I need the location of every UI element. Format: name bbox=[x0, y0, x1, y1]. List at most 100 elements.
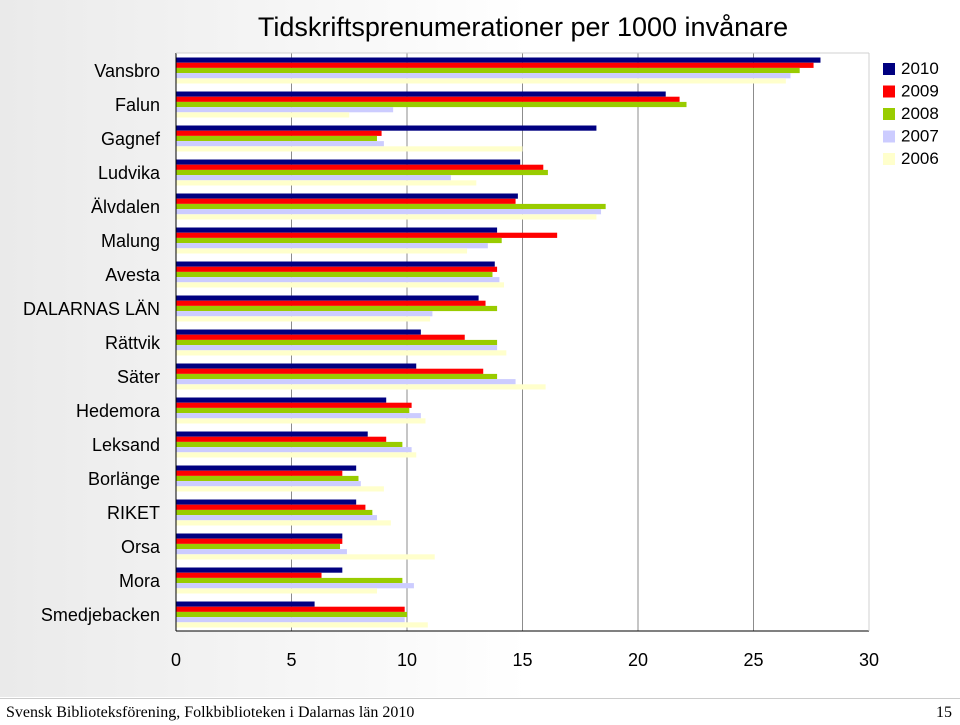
category-label: Ludvika bbox=[98, 163, 161, 183]
bar-dalarnas-län-2006 bbox=[176, 316, 431, 322]
bar-falun-2009 bbox=[176, 96, 680, 102]
bar-ludvika-2006 bbox=[176, 180, 477, 186]
bar-avesta-2007 bbox=[176, 277, 500, 283]
bar-borlänge-2007 bbox=[176, 481, 361, 487]
bar-malung-2007 bbox=[176, 243, 488, 249]
chart-title: Tidskriftsprenumerationer per 1000 invån… bbox=[257, 12, 789, 42]
bar-ludvika-2009 bbox=[176, 164, 544, 170]
bar-gagnef-2007 bbox=[176, 141, 384, 147]
bar-leksand-2007 bbox=[176, 447, 412, 453]
bar-borlänge-2006 bbox=[176, 486, 384, 492]
bar-riket-2010 bbox=[176, 499, 357, 505]
footer-divider bbox=[0, 698, 960, 699]
legend-label: 2008 bbox=[901, 104, 939, 123]
bar-vansbro-2009 bbox=[176, 62, 814, 68]
bar-dalarnas-län-2008 bbox=[176, 305, 498, 312]
bar-malung-2009 bbox=[176, 232, 558, 238]
bar-riket-2009 bbox=[176, 504, 366, 510]
bar-falun-2010 bbox=[176, 91, 666, 97]
category-label: Avesta bbox=[105, 265, 161, 285]
category-label: Vansbro bbox=[94, 61, 160, 81]
bar-vansbro-2008 bbox=[176, 67, 800, 74]
category-label: Säter bbox=[117, 367, 160, 387]
bar-säter-2008 bbox=[176, 373, 498, 380]
bar-ludvika-2008 bbox=[176, 169, 548, 176]
bar-riket-2006 bbox=[176, 520, 391, 526]
bar-vansbro-2007 bbox=[176, 73, 791, 79]
bar-falun-2007 bbox=[176, 107, 394, 113]
bar-smedjebacken-2007 bbox=[176, 617, 405, 623]
category-label: Smedjebacken bbox=[41, 605, 160, 625]
bar-rättvik-2010 bbox=[176, 329, 421, 335]
bar-rättvik-2008 bbox=[176, 339, 498, 346]
category-label: Gagnef bbox=[101, 129, 161, 149]
bar-avesta-2009 bbox=[176, 266, 498, 272]
bar-rättvik-2006 bbox=[176, 350, 507, 356]
bar-hedemora-2008 bbox=[176, 407, 410, 414]
bar-älvdalen-2006 bbox=[176, 214, 597, 220]
bar-dalarnas-län-2009 bbox=[176, 300, 486, 306]
bar-mora-2008 bbox=[176, 577, 403, 584]
x-tick-label: 5 bbox=[286, 650, 296, 670]
bar-riket-2007 bbox=[176, 515, 377, 521]
bar-vansbro-2010 bbox=[176, 57, 821, 63]
category-label: DALARNAS LÄN bbox=[23, 299, 160, 319]
category-label: Hedemora bbox=[76, 401, 161, 421]
x-tick-label: 25 bbox=[743, 650, 763, 670]
legend-swatch-2009 bbox=[883, 85, 895, 98]
bar-dalarnas-län-2007 bbox=[176, 311, 433, 317]
x-tick-label: 30 bbox=[859, 650, 879, 670]
bar-säter-2009 bbox=[176, 368, 484, 374]
bar-gagnef-2006 bbox=[176, 146, 523, 152]
bar-avesta-2006 bbox=[176, 282, 505, 288]
page-number: 15 bbox=[936, 704, 952, 721]
x-tick-label: 15 bbox=[512, 650, 532, 670]
category-label: Mora bbox=[119, 571, 161, 591]
bar-borlänge-2009 bbox=[176, 470, 343, 476]
legend-label: 2010 bbox=[901, 59, 939, 78]
legend-swatch-2006 bbox=[883, 153, 895, 165]
bar-orsa-2009 bbox=[176, 538, 343, 544]
bar-orsa-2006 bbox=[176, 554, 435, 560]
bar-mora-2007 bbox=[176, 583, 414, 589]
bar-borlänge-2008 bbox=[176, 475, 359, 482]
category-label: Orsa bbox=[121, 537, 161, 557]
category-label: RIKET bbox=[107, 503, 160, 523]
bar-rättvik-2009 bbox=[176, 334, 465, 340]
bar-älvdalen-2008 bbox=[176, 203, 606, 210]
bar-orsa-2010 bbox=[176, 533, 343, 539]
bar-chart: Vansbro Falun Gagnef Ludvika Älvdalen Malung A… bbox=[23, 52, 939, 670]
bar-smedjebacken-2006 bbox=[176, 622, 428, 628]
bar-malung-2010 bbox=[176, 227, 498, 233]
category-label: Malung bbox=[101, 231, 160, 251]
bar-leksand-2006 bbox=[176, 452, 417, 458]
bar-ludvika-2010 bbox=[176, 159, 521, 165]
legend-label: 2006 bbox=[901, 149, 939, 168]
bar-leksand-2008 bbox=[176, 441, 403, 448]
bar-mora-2006 bbox=[176, 588, 377, 594]
category-label: Borlänge bbox=[88, 469, 160, 489]
category-label: Falun bbox=[115, 95, 160, 115]
bar-hedemora-2009 bbox=[176, 402, 412, 408]
bar-gagnef-2010 bbox=[176, 125, 597, 131]
legend-label: 2007 bbox=[901, 127, 939, 146]
footer-text: Svensk Biblioteksförening, Folkbibliotek… bbox=[6, 704, 415, 721]
bar-malung-2006 bbox=[176, 248, 468, 254]
bar-dalarnas-län-2010 bbox=[176, 295, 479, 301]
bar-gagnef-2008 bbox=[176, 135, 377, 142]
x-tick-label: 0 bbox=[171, 650, 181, 670]
bar-hedemora-2006 bbox=[176, 418, 426, 424]
bar-gagnef-2009 bbox=[176, 130, 382, 136]
category-label: Älvdalen bbox=[91, 197, 160, 217]
bar-borlänge-2010 bbox=[176, 465, 357, 471]
bar-älvdalen-2010 bbox=[176, 193, 518, 199]
bar-säter-2006 bbox=[176, 384, 546, 390]
bar-hedemora-2007 bbox=[176, 413, 421, 419]
legend-label: 2009 bbox=[901, 82, 939, 101]
bar-smedjebacken-2009 bbox=[176, 606, 405, 612]
bar-malung-2008 bbox=[176, 237, 502, 244]
bar-säter-2007 bbox=[176, 379, 516, 385]
bar-säter-2010 bbox=[176, 363, 417, 369]
bar-orsa-2008 bbox=[176, 543, 341, 550]
bar-avesta-2010 bbox=[176, 261, 495, 267]
